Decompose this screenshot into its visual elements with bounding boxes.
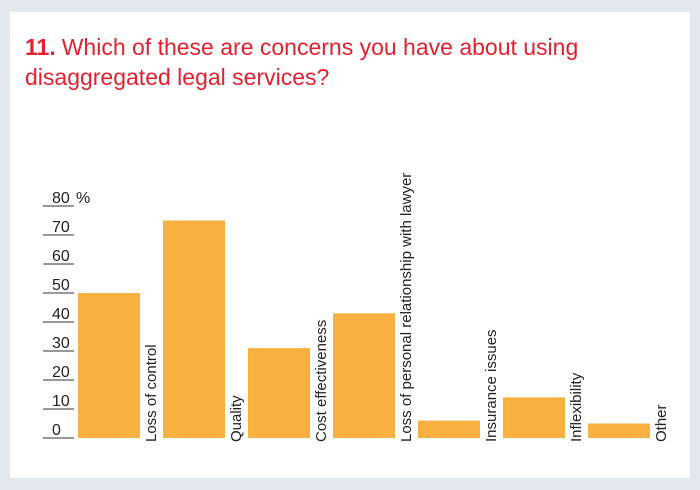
bar <box>163 220 225 438</box>
y-tick-label: 60 <box>52 248 70 265</box>
y-tick-label: 20 <box>52 364 70 381</box>
question-number: 11. <box>25 34 56 60</box>
category-label: Loss of control <box>143 344 160 442</box>
chart-card: 11. Which of these are concerns you have … <box>10 12 690 478</box>
category-label: Loss of personal relationship with lawye… <box>398 173 415 442</box>
y-tick-label: 10 <box>52 393 70 410</box>
category-label: Other <box>653 404 670 442</box>
y-tick-label: 0 <box>52 422 61 439</box>
y-tick-label: 80 <box>52 190 70 207</box>
chart-title: 11. Which of these are concerns you have … <box>25 32 665 92</box>
bar <box>503 397 565 438</box>
bar <box>588 423 650 438</box>
bar <box>248 348 310 438</box>
category-label: Inflexibility <box>568 372 585 442</box>
category-labels: Loss of control Quality Cost effectiveness… <box>143 173 670 442</box>
bar <box>418 420 480 438</box>
bar <box>78 293 140 438</box>
bar <box>333 313 395 438</box>
category-label: Quality <box>228 395 245 442</box>
y-tick-label: 30 <box>52 335 70 352</box>
y-unit-label: % <box>76 190 90 207</box>
y-tick-label: 70 <box>52 219 70 236</box>
category-label: Cost effectiveness <box>313 320 330 442</box>
category-label: Insurance issues <box>483 329 500 442</box>
bar-chart: 0 10 20 30 40 50 60 70 80% Loss of control Qualit… <box>43 173 670 442</box>
y-tick-label: 40 <box>52 306 70 323</box>
bars <box>78 220 650 438</box>
y-axis: 0 10 20 30 40 50 60 70 80% <box>43 190 90 439</box>
y-tick-label: 50 <box>52 277 70 294</box>
question-text: Which of these are concerns you have abo… <box>25 34 579 90</box>
